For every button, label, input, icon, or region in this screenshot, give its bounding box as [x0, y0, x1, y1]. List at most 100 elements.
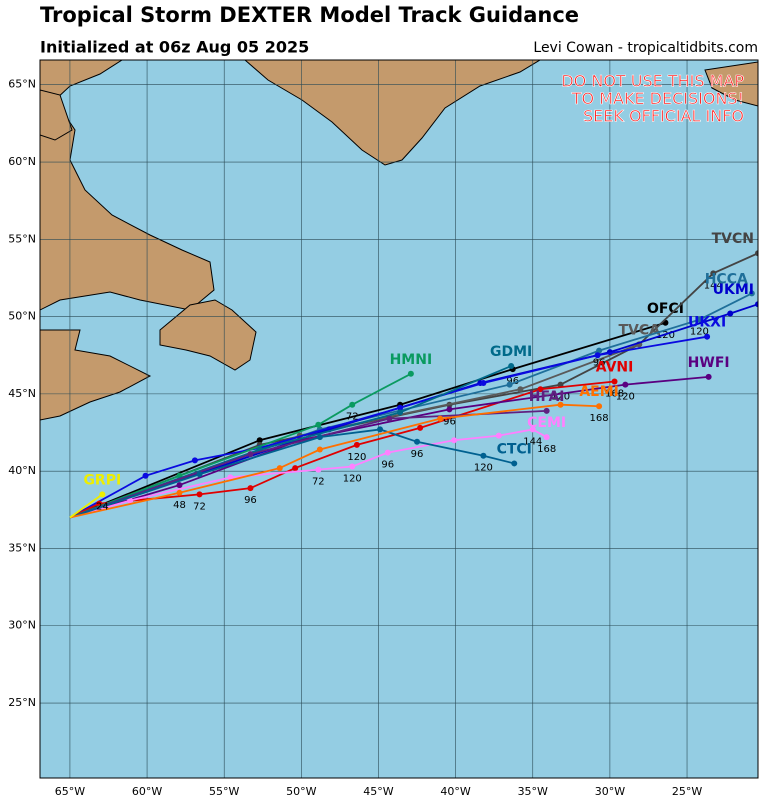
- model-label: HFAI: [529, 389, 565, 405]
- lat-tick-label: 45°N: [8, 387, 36, 400]
- track-point: [451, 437, 458, 444]
- hour-label: 96: [411, 449, 424, 460]
- hour-label: 96: [443, 416, 456, 427]
- lat-tick-label: 60°N: [8, 155, 36, 168]
- hour-label: 24: [96, 501, 109, 512]
- track-point: [377, 426, 384, 433]
- track-point: [727, 310, 734, 317]
- lon-tick-label: 45°W: [363, 785, 393, 798]
- model-label: OFCI: [647, 301, 684, 317]
- track-point: [349, 463, 356, 470]
- model-label: GDMI: [490, 344, 532, 360]
- model-label: TVCA: [618, 322, 660, 338]
- track-point: [446, 406, 453, 413]
- track-point: [480, 380, 487, 387]
- track-point: [511, 460, 518, 467]
- track-point: [397, 409, 404, 416]
- track-point: [316, 434, 323, 441]
- lat-tick-label: 35°N: [8, 541, 36, 554]
- warning-text: TO MAKE DECISIONS!: [571, 89, 744, 108]
- lat-tick-label: 30°N: [8, 619, 36, 632]
- track-point: [696, 316, 703, 323]
- track-point: [543, 434, 550, 441]
- track-point: [755, 250, 758, 257]
- track-point: [622, 381, 629, 388]
- hour-label: 96: [244, 495, 257, 506]
- track-point: [316, 446, 323, 453]
- track-point: [276, 465, 283, 472]
- hour-label: 144: [523, 436, 542, 447]
- lon-tick-label: 55°W: [209, 785, 239, 798]
- track-line: [69, 335, 708, 519]
- track-point: [517, 386, 524, 393]
- track-point: [611, 378, 618, 385]
- hour-label: 72: [346, 412, 359, 423]
- warning-text: DO NOT USE THIS MAP: [561, 72, 744, 91]
- lat-tick-label: 40°N: [8, 464, 36, 477]
- track-point: [191, 457, 198, 464]
- model-label: HMNI: [390, 352, 433, 368]
- hour-label: 96: [381, 460, 394, 471]
- track-point: [508, 363, 515, 370]
- lat-tick-label: 55°N: [8, 232, 36, 245]
- lon-tick-label: 30°W: [595, 785, 625, 798]
- track-line: [69, 493, 103, 519]
- track-point: [748, 290, 755, 297]
- track-point: [127, 497, 134, 504]
- track-point: [142, 472, 149, 479]
- hour-label: 120: [690, 327, 709, 338]
- track-point: [176, 489, 183, 496]
- track-line: [69, 428, 548, 519]
- track-point: [437, 415, 444, 422]
- hour-label: 120: [551, 392, 570, 403]
- track-point: [384, 449, 391, 456]
- model-label: UKMI: [713, 282, 754, 298]
- track-line: [69, 375, 709, 519]
- model-label: CTCI: [497, 441, 532, 457]
- lat-tick-label: 50°N: [8, 310, 36, 323]
- track-point: [710, 270, 717, 277]
- hour-label: 48: [173, 500, 186, 511]
- lon-tick-label: 40°W: [440, 785, 470, 798]
- track-point: [315, 466, 322, 473]
- lon-tick-label: 25°W: [672, 785, 702, 798]
- track-point: [353, 441, 360, 448]
- track-point: [386, 415, 393, 422]
- hour-label: 168: [590, 413, 609, 424]
- lat-tick-label: 25°N: [8, 696, 36, 709]
- track-point: [480, 452, 487, 459]
- track-point: [705, 373, 712, 380]
- subtitle: Initialized at 06z Aug 05 2025: [40, 38, 309, 57]
- track-point: [176, 482, 183, 489]
- track-point: [529, 426, 536, 433]
- track-point: [594, 352, 601, 359]
- track-point: [417, 424, 424, 431]
- hour-label: 120: [656, 330, 675, 341]
- hour-label: 120: [616, 392, 635, 403]
- model-label: HWFI: [688, 355, 730, 371]
- hour-label: 120: [474, 463, 493, 474]
- track-point: [196, 471, 203, 478]
- hour-label: 96: [593, 358, 606, 369]
- credit: Levi Cowan - tropicaltidbits.com: [533, 40, 758, 56]
- hour-label: 120: [343, 474, 362, 485]
- hour-label: 120: [347, 452, 366, 463]
- lat-tick-label: 65°N: [8, 78, 36, 91]
- track-point: [407, 370, 414, 377]
- lon-tick-label: 60°W: [132, 785, 162, 798]
- track-point: [349, 401, 356, 408]
- track-point: [596, 347, 603, 354]
- track-point: [557, 401, 564, 408]
- lon-tick-label: 50°W: [286, 785, 316, 798]
- track-point: [755, 301, 758, 308]
- hour-label: 168: [537, 444, 556, 455]
- track-point: [506, 381, 513, 388]
- warning-text: SEEK OFFICIAL INFO: [583, 107, 744, 126]
- track-point: [495, 432, 502, 439]
- track-point: [704, 333, 711, 340]
- track-point: [99, 491, 106, 498]
- track-point: [227, 474, 234, 481]
- track-point: [414, 438, 421, 445]
- hour-label: 72: [193, 501, 206, 512]
